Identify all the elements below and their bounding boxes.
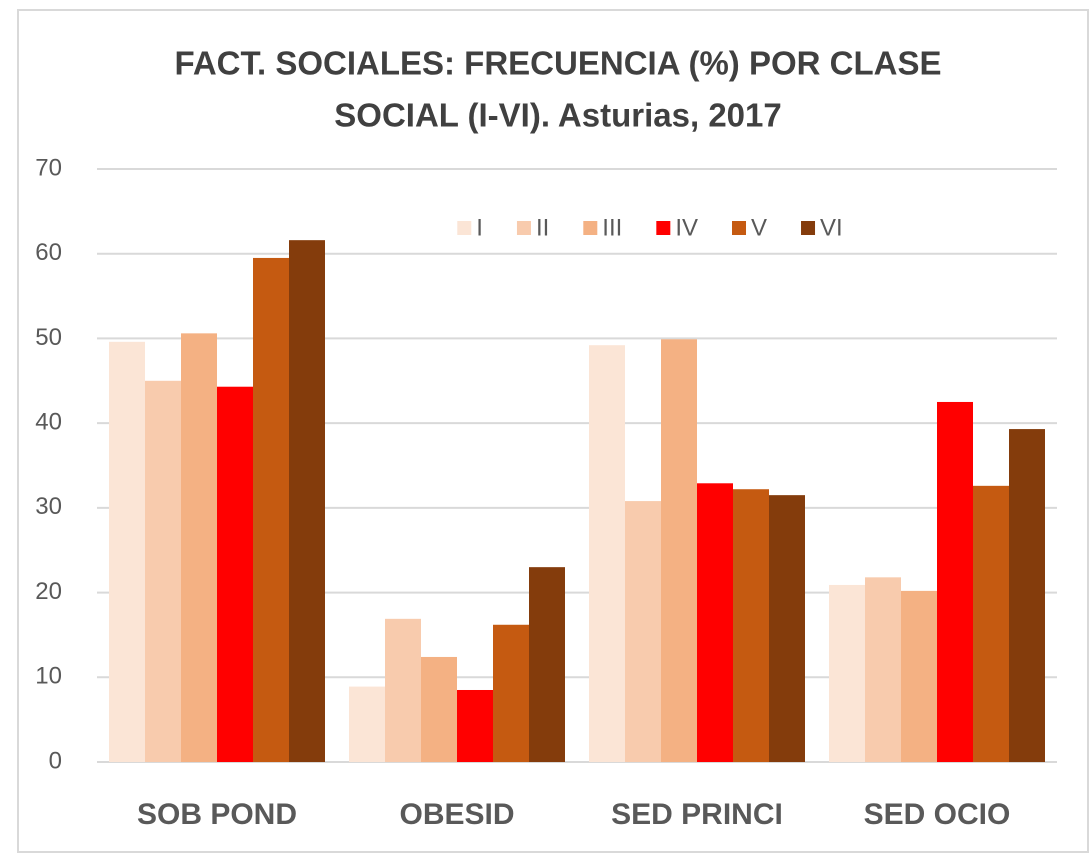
bar xyxy=(829,584,865,762)
legend-label: III xyxy=(602,214,622,241)
bar xyxy=(457,689,493,762)
x-tick-label: OBESID xyxy=(399,798,514,831)
bar xyxy=(289,240,325,762)
bar xyxy=(865,577,901,762)
legend-swatch xyxy=(516,221,531,235)
y-tick-label: 40 xyxy=(35,408,62,435)
bar xyxy=(973,485,1009,762)
chart-title: SOCIAL (I-VI). Asturias, 2017 xyxy=(334,97,781,134)
bar xyxy=(661,339,697,762)
y-tick-label: 10 xyxy=(35,663,62,690)
legend-label: II xyxy=(536,214,549,241)
bar xyxy=(217,386,253,762)
bar xyxy=(109,341,145,762)
y-tick-label: 0 xyxy=(49,747,62,774)
x-tick-label: SED OCIO xyxy=(864,798,1011,831)
y-tick-label: 50 xyxy=(35,324,62,351)
bar xyxy=(937,401,973,762)
bar xyxy=(589,345,625,762)
chart-title: FACT. SOCIALES: FRECUENCIA (%) POR CLASE xyxy=(175,45,942,82)
legend-label: V xyxy=(751,214,767,241)
bar xyxy=(625,501,661,762)
legend-swatch xyxy=(656,221,671,235)
bar xyxy=(145,380,181,762)
y-tick-label: 70 xyxy=(35,154,62,181)
y-tick-label: 60 xyxy=(35,239,62,266)
bar xyxy=(421,656,457,762)
bar xyxy=(181,333,217,762)
bar xyxy=(769,495,805,762)
bar xyxy=(529,567,565,762)
legend-swatch xyxy=(583,221,598,235)
legend-label: VI xyxy=(820,214,843,241)
x-tick-label: SED PRINCI xyxy=(611,798,783,831)
bar xyxy=(349,686,385,762)
legend-swatch xyxy=(457,221,472,235)
bar xyxy=(385,618,421,762)
legend-swatch xyxy=(801,221,816,235)
bar xyxy=(493,624,529,762)
legend-label: IV xyxy=(675,214,698,241)
legend-swatch xyxy=(732,221,747,235)
x-tick-label: SOB POND xyxy=(137,798,297,831)
y-tick-label: 20 xyxy=(35,578,62,605)
y-tick-label: 30 xyxy=(35,493,62,520)
bar xyxy=(1009,429,1045,762)
bar xyxy=(901,590,937,762)
bar xyxy=(697,483,733,762)
legend-label: I xyxy=(476,214,483,241)
bar xyxy=(253,257,289,762)
bar xyxy=(733,489,769,762)
